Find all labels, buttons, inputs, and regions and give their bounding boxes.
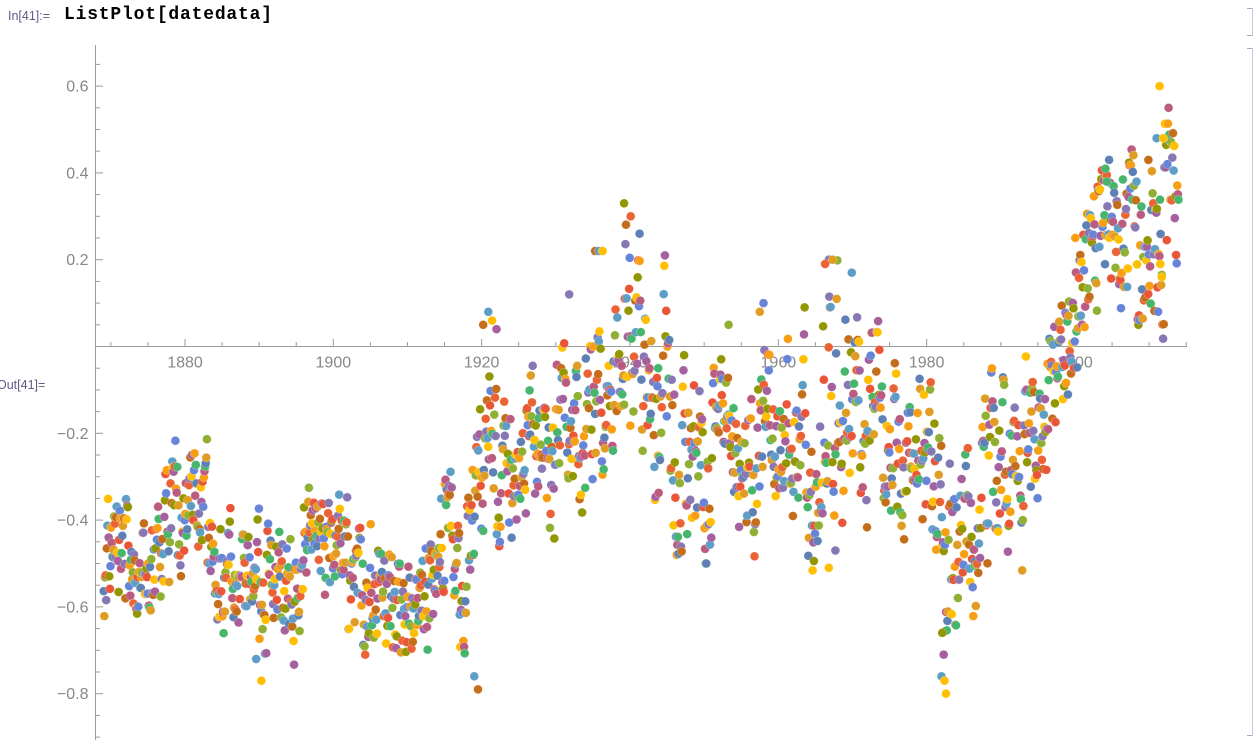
svg-text:1880: 1880 — [167, 355, 203, 372]
svg-text:1980: 1980 — [909, 355, 945, 372]
svg-text:0.6: 0.6 — [66, 79, 88, 96]
input-cell-bracket[interactable] — [1247, 8, 1253, 36]
svg-text:−0.2: −0.2 — [57, 426, 89, 443]
output-cell-bracket[interactable] — [1247, 48, 1253, 736]
svg-text:−0.4: −0.4 — [57, 513, 89, 530]
svg-text:−0.8: −0.8 — [57, 686, 89, 703]
out-label: Out[41]= — [0, 378, 46, 392]
in-label: In[41]:= — [8, 9, 51, 23]
input-code[interactable]: ListPlot[datedata] — [64, 5, 273, 25]
svg-text:1920: 1920 — [464, 355, 500, 372]
svg-text:0.4: 0.4 — [66, 165, 88, 182]
svg-text:−0.6: −0.6 — [57, 599, 89, 616]
svg-text:0.2: 0.2 — [66, 252, 88, 269]
svg-text:1900: 1900 — [316, 355, 352, 372]
